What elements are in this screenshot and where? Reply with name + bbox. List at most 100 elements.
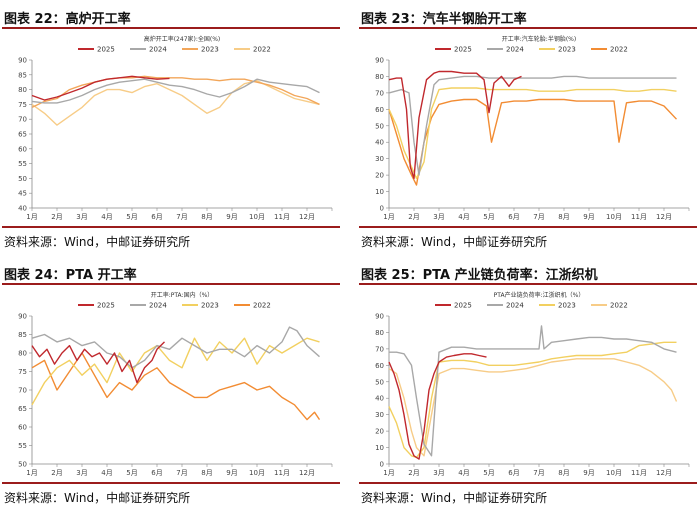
legend-label: 2023	[558, 302, 576, 310]
y-tick-label: 30	[375, 411, 384, 419]
x-tick-label: 1月	[383, 213, 394, 221]
panel-3: 图表 25：PTA 产业链负荷率：江浙织机 PTA产业链负荷率:江浙织机（%） 2…	[357, 256, 697, 510]
y-tick-label: 65	[18, 405, 27, 413]
line-chart: PTA产业链负荷率:江浙织机（%） 2025 2024 2023 2022 0 10 20 30…	[375, 291, 690, 477]
x-tick-label: 4月	[101, 213, 112, 221]
y-tick-label: 0	[380, 461, 384, 469]
y-tick-label: 80	[375, 329, 384, 337]
legend-label: 2024	[149, 46, 167, 54]
series-line-2025	[31, 341, 165, 384]
line-chart: 高炉开工率(247家):全国(%) 2025 2024 2023 2022 40 45 50 5…	[18, 35, 333, 221]
series-line-2023	[31, 75, 320, 109]
legend-label: 2022	[253, 302, 271, 310]
y-tick-label: 90	[18, 313, 27, 321]
y-tick-label: 90	[18, 57, 27, 65]
x-tick-label: 12月	[299, 469, 315, 477]
title-rule	[359, 283, 697, 285]
source-note: 资料来源：Wind，中邮证券研究所	[4, 491, 191, 505]
y-tick-label: 10	[375, 188, 384, 196]
y-tick-label: 40	[375, 395, 384, 403]
x-tick-label: 8月	[558, 213, 569, 221]
x-tick-label: 10月	[606, 213, 622, 221]
y-tick-label: 10	[375, 444, 384, 452]
y-tick-label: 85	[18, 71, 27, 79]
source-note: 资料来源：Wind，中邮证券研究所	[4, 235, 191, 249]
series-line-2025	[388, 353, 487, 460]
x-tick-label: 6月	[151, 469, 162, 477]
y-tick-label: 70	[18, 116, 27, 124]
title-rule	[2, 283, 340, 285]
y-tick-label: 70	[375, 89, 384, 97]
y-tick-label: 20	[375, 172, 384, 180]
y-tick-label: 50	[375, 378, 384, 386]
x-tick-label: 3月	[76, 213, 87, 221]
legend-label: 2025	[97, 46, 115, 54]
y-tick-label: 55	[18, 160, 27, 168]
x-tick-label: 6月	[508, 469, 519, 477]
x-tick-label: 11月	[631, 469, 647, 477]
line-chart: 开工率:汽车轮胎:半钢胎(%) 2025 2024 2023 2022 0 10 20 30 40…	[375, 35, 690, 221]
legend-label: 2024	[149, 302, 167, 310]
x-tick-label: 4月	[458, 213, 469, 221]
x-tick-label: 7月	[533, 469, 544, 477]
legend-label: 2022	[610, 46, 628, 54]
y-tick-label: 85	[18, 331, 27, 339]
panel-0: 图表 22：高炉开工率 高炉开工率(247家):全国(%) 2025 2024 202…	[0, 0, 340, 254]
chart-title: PTA产业链负荷率:江浙织机（%）	[494, 291, 585, 299]
source-rule	[2, 226, 340, 228]
x-tick-label: 4月	[101, 469, 112, 477]
y-tick-label: 50	[18, 175, 27, 183]
legend-label: 2022	[253, 46, 271, 54]
source-rule	[359, 482, 697, 484]
y-tick-label: 50	[375, 122, 384, 130]
x-tick-label: 2月	[51, 469, 62, 477]
y-tick-label: 60	[375, 362, 384, 370]
y-tick-label: 45	[18, 190, 27, 198]
chart-title: 开工率:PTA:国内（%）	[151, 291, 214, 299]
x-tick-label: 9月	[583, 213, 594, 221]
x-tick-label: 5月	[483, 469, 494, 477]
y-tick-label: 90	[375, 313, 384, 321]
x-tick-label: 9月	[226, 213, 237, 221]
x-tick-label: 1月	[26, 469, 37, 477]
y-tick-label: 80	[18, 86, 27, 94]
figure-label: 图表 22：高炉开工率	[4, 12, 131, 27]
series-line-2023	[31, 337, 320, 406]
series-line-2025	[388, 70, 522, 180]
x-tick-label: 6月	[151, 213, 162, 221]
x-tick-label: 1月	[26, 213, 37, 221]
x-tick-label: 11月	[631, 213, 647, 221]
legend-label: 2022	[610, 302, 628, 310]
source-note: 资料来源：Wind，中邮证券研究所	[361, 491, 548, 505]
chart-title: 高炉开工率(247家):全国(%)	[144, 35, 221, 43]
y-tick-label: 40	[375, 139, 384, 147]
y-tick-label: 70	[375, 345, 384, 353]
legend-label: 2025	[97, 302, 115, 310]
y-tick-label: 0	[380, 205, 384, 213]
y-tick-label: 50	[18, 461, 27, 469]
x-tick-label: 3月	[433, 213, 444, 221]
y-tick-label: 30	[375, 155, 384, 163]
y-tick-label: 55	[18, 442, 27, 450]
series-line-2024	[31, 326, 320, 369]
x-tick-label: 12月	[656, 213, 672, 221]
legend-label: 2025	[454, 302, 472, 310]
x-tick-label: 5月	[483, 213, 494, 221]
y-tick-label: 60	[375, 106, 384, 114]
x-tick-label: 7月	[533, 213, 544, 221]
legend-label: 2023	[201, 46, 219, 54]
series-line-2025	[31, 75, 170, 101]
legend-label: 2023	[558, 46, 576, 54]
x-tick-label: 10月	[606, 469, 622, 477]
y-tick-label: 75	[18, 101, 27, 109]
panel-1: 图表 23：汽车半钢胎开工率 开工率:汽车轮胎:半钢胎(%) 2025 2024 20…	[357, 0, 697, 254]
x-tick-label: 12月	[656, 469, 672, 477]
y-tick-label: 40	[18, 205, 27, 213]
series-line-2024	[389, 325, 677, 457]
x-tick-label: 7月	[176, 213, 187, 221]
x-tick-label: 3月	[433, 469, 444, 477]
y-tick-label: 65	[18, 131, 27, 139]
source-rule	[359, 226, 697, 228]
figure-label: 图表 23：汽车半钢胎开工率	[361, 12, 527, 27]
x-tick-label: 11月	[274, 469, 290, 477]
